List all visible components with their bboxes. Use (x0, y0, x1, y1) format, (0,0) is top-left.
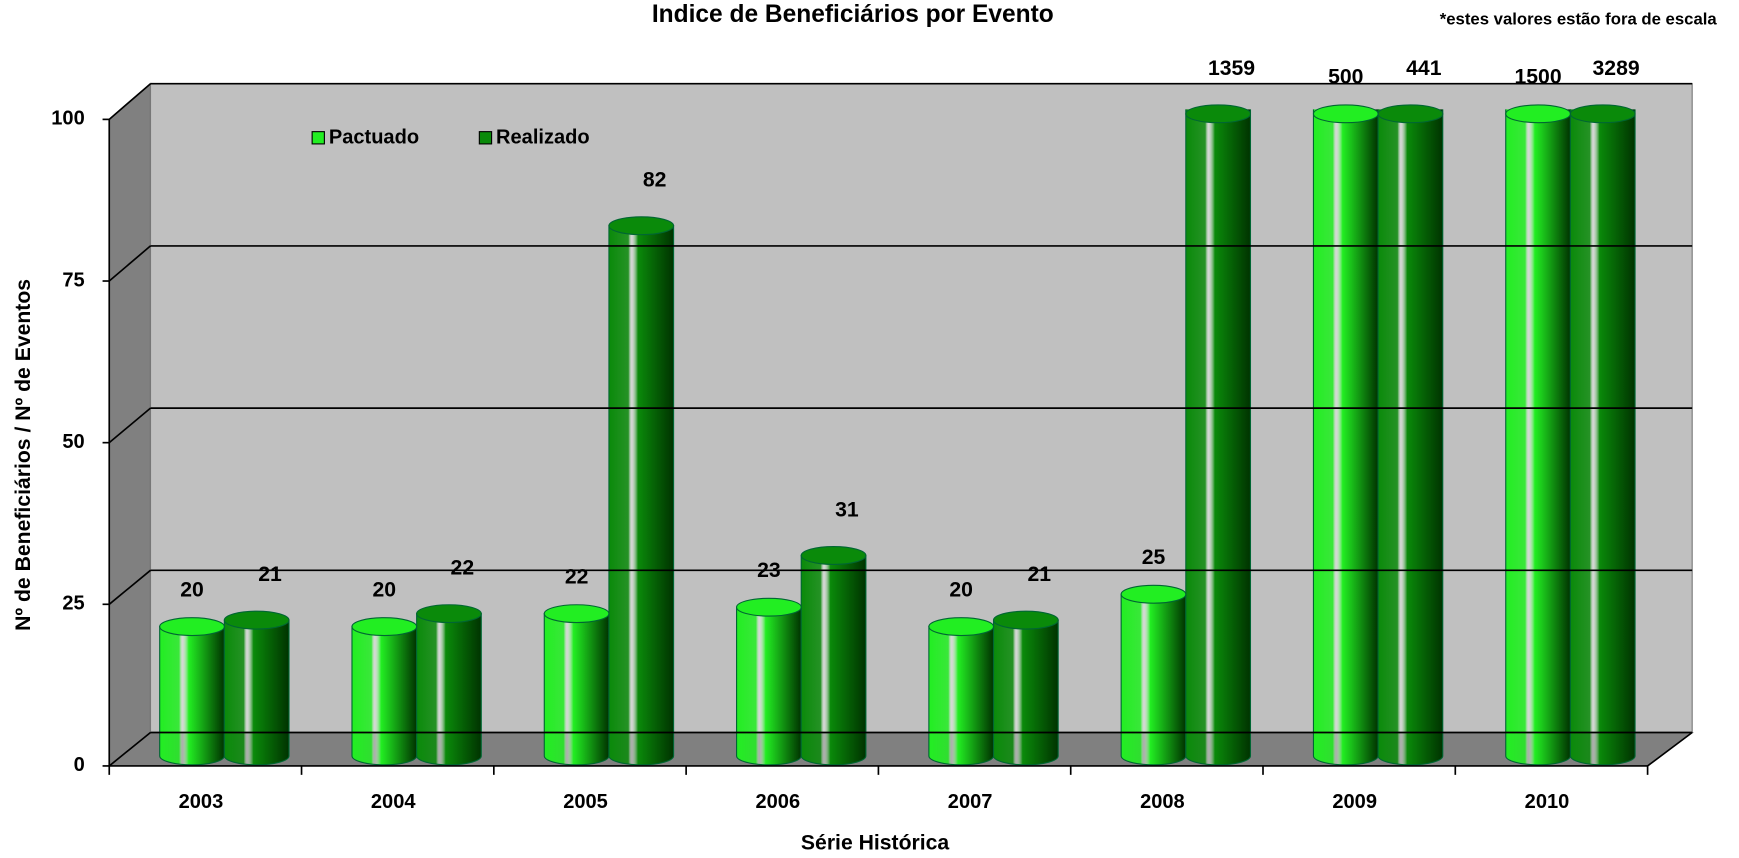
data-label: 441 (1406, 57, 1442, 80)
bar (351, 626, 418, 766)
bar (1185, 109, 1252, 766)
grid-line (108, 407, 152, 444)
y-axis-title: Nº de Beneficiários / Nº de Eventos (12, 279, 35, 631)
bar-cap (351, 617, 418, 637)
bar-cap (1120, 584, 1187, 604)
x-tick-label: 2008 (1140, 791, 1185, 813)
x-tick-label: 2003 (179, 791, 224, 813)
data-label: 20 (949, 579, 973, 602)
data-label: 25 (1142, 546, 1166, 569)
y-tick-label: 25 (62, 593, 84, 615)
data-label: 20 (373, 579, 397, 602)
data-label: 1500 (1515, 66, 1562, 89)
bar-cap (1185, 104, 1252, 124)
data-label: 23 (757, 559, 781, 582)
data-label: 21 (1027, 563, 1051, 586)
bar-cap (992, 610, 1059, 630)
bar (159, 626, 225, 766)
x-tick-label: 2004 (371, 791, 416, 813)
bar-cap (159, 617, 225, 637)
data-label: 22 (451, 557, 475, 580)
y-tick-label: 0 (74, 754, 85, 776)
bar (992, 619, 1059, 766)
x-axis-title: Série Histórica (801, 832, 950, 853)
x-axis (1647, 731, 1693, 767)
data-label: 500 (1328, 66, 1363, 89)
bar-cap (1569, 104, 1636, 124)
x-tick-label: 2006 (756, 791, 801, 813)
data-label: 31 (835, 498, 859, 521)
bar (1505, 109, 1571, 766)
bar (1377, 109, 1444, 766)
bar (416, 613, 482, 766)
y-tick-label: 75 (62, 269, 84, 291)
bar (543, 613, 610, 766)
grid-line (108, 83, 152, 121)
bar (1312, 109, 1379, 766)
chart-title: Indice de Beneficiários por Evento (652, 1, 1054, 28)
bars (159, 109, 1636, 766)
bar-cap (1505, 104, 1571, 124)
bar-cap (928, 617, 995, 637)
bar-cap (800, 546, 867, 565)
data-label: 21 (258, 563, 282, 586)
bar-cap (1312, 104, 1379, 124)
y-tick-label: 50 (62, 431, 84, 453)
bar (928, 626, 995, 766)
x-tick-label: 2005 (563, 791, 608, 813)
bar-cap (416, 604, 482, 624)
legend-label: Pactuado (329, 127, 419, 149)
bar-cap (608, 216, 675, 236)
grid-line (108, 731, 152, 767)
bar-cap (543, 604, 610, 624)
data-label: 1359 (1208, 57, 1255, 80)
floor (107, 731, 1694, 767)
x-tick-label: 2010 (1525, 791, 1570, 813)
data-label: 22 (565, 566, 589, 589)
data-label: 82 (643, 169, 667, 192)
legend-swatch (311, 131, 325, 145)
x-tick-label: 2009 (1332, 791, 1377, 813)
note: *estes valores estão fora de escala (1440, 10, 1718, 29)
legend-swatch (478, 131, 493, 145)
bar (800, 554, 867, 766)
grid-line (108, 245, 152, 282)
grid-line (108, 569, 152, 605)
bar-cap (223, 610, 290, 630)
bar-cap (1377, 104, 1444, 124)
bar (223, 619, 290, 766)
bar-cap (736, 597, 802, 617)
bar (736, 606, 802, 766)
x-tick-label: 2007 (948, 791, 993, 813)
bar (608, 225, 675, 766)
data-label: 3289 (1593, 57, 1640, 80)
y-tick-label: 100 (51, 108, 84, 130)
bar (1569, 109, 1636, 766)
bar (1120, 593, 1187, 766)
data-label: 20 (180, 579, 204, 602)
legend-label: Realizado (496, 127, 590, 149)
